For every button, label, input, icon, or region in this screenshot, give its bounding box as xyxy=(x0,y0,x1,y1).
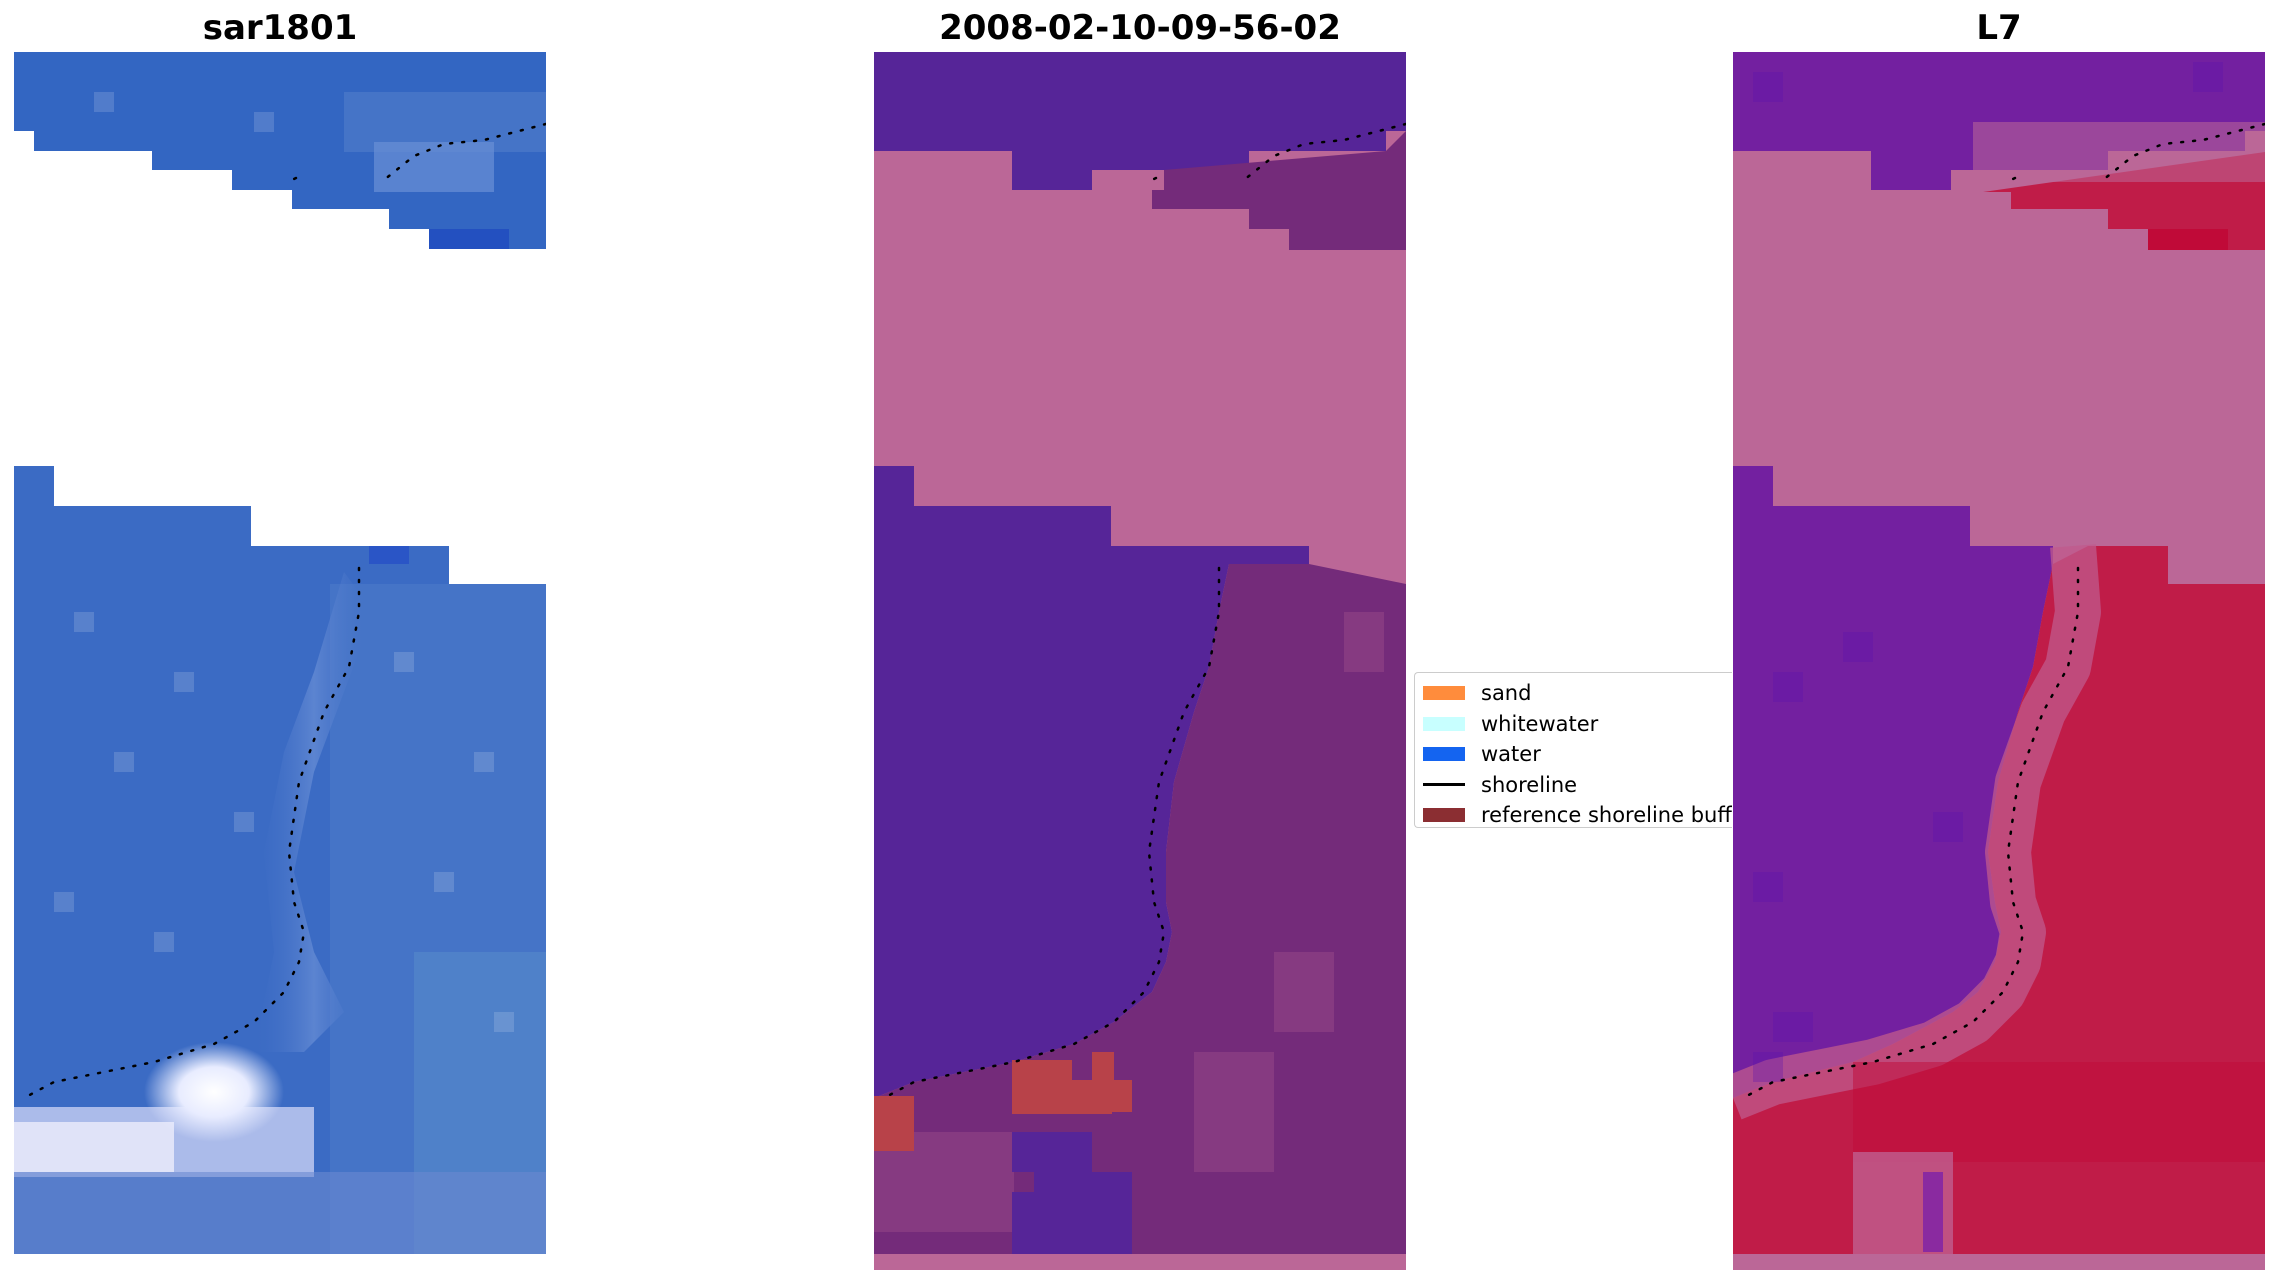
buffer-bottom xyxy=(874,564,1406,1254)
rgb-image xyxy=(14,52,546,1254)
legend-label-shoreline: shoreline xyxy=(1481,772,1578,797)
shoreline-line-swatch xyxy=(1423,783,1465,787)
legend-item-water: water xyxy=(1423,739,1732,770)
reference-buffer-swatch xyxy=(1423,808,1465,823)
legend-label-whitewater: whitewater xyxy=(1481,711,1599,736)
legend-label-water: water xyxy=(1481,742,1541,767)
sand-swatch xyxy=(1423,686,1465,701)
legend-label-sand: sand xyxy=(1481,681,1532,706)
legend-item-shoreline: shoreline xyxy=(1423,770,1732,801)
classification-image xyxy=(874,52,1406,1270)
shoreline-classification xyxy=(882,122,1406,1100)
shoreline-index xyxy=(1741,122,2265,1100)
legend-item-sand: sand xyxy=(1423,678,1732,709)
water-top xyxy=(874,52,1406,190)
index-image xyxy=(1733,52,2265,1270)
panel-title-index: L7 xyxy=(1976,8,2022,48)
purple-water-area xyxy=(1733,466,2053,1098)
water-swatch xyxy=(1423,747,1465,762)
panel-title-rgb: sar1801 xyxy=(202,8,358,48)
legend-item-reference-buffer: reference shoreline buff xyxy=(1423,800,1732,828)
buffer-top xyxy=(1092,131,1406,250)
rgb-image-panel xyxy=(14,52,546,1270)
legend-label-reference-buffer: reference shoreline buff xyxy=(1481,803,1732,828)
legend-item-whitewater: whitewater xyxy=(1423,709,1732,740)
panel-title-classification: 2008-02-10-09-56-02 xyxy=(939,8,1341,48)
sand-patch xyxy=(1012,1052,1132,1114)
index-panel xyxy=(1733,52,2265,1270)
shoreline-rgb xyxy=(22,122,546,1100)
classification-panel xyxy=(874,52,1406,1270)
legend: sand whitewater water shoreline referenc… xyxy=(1414,672,1732,828)
water-bottom xyxy=(874,466,1309,1098)
whitewater-swatch xyxy=(1423,716,1465,731)
